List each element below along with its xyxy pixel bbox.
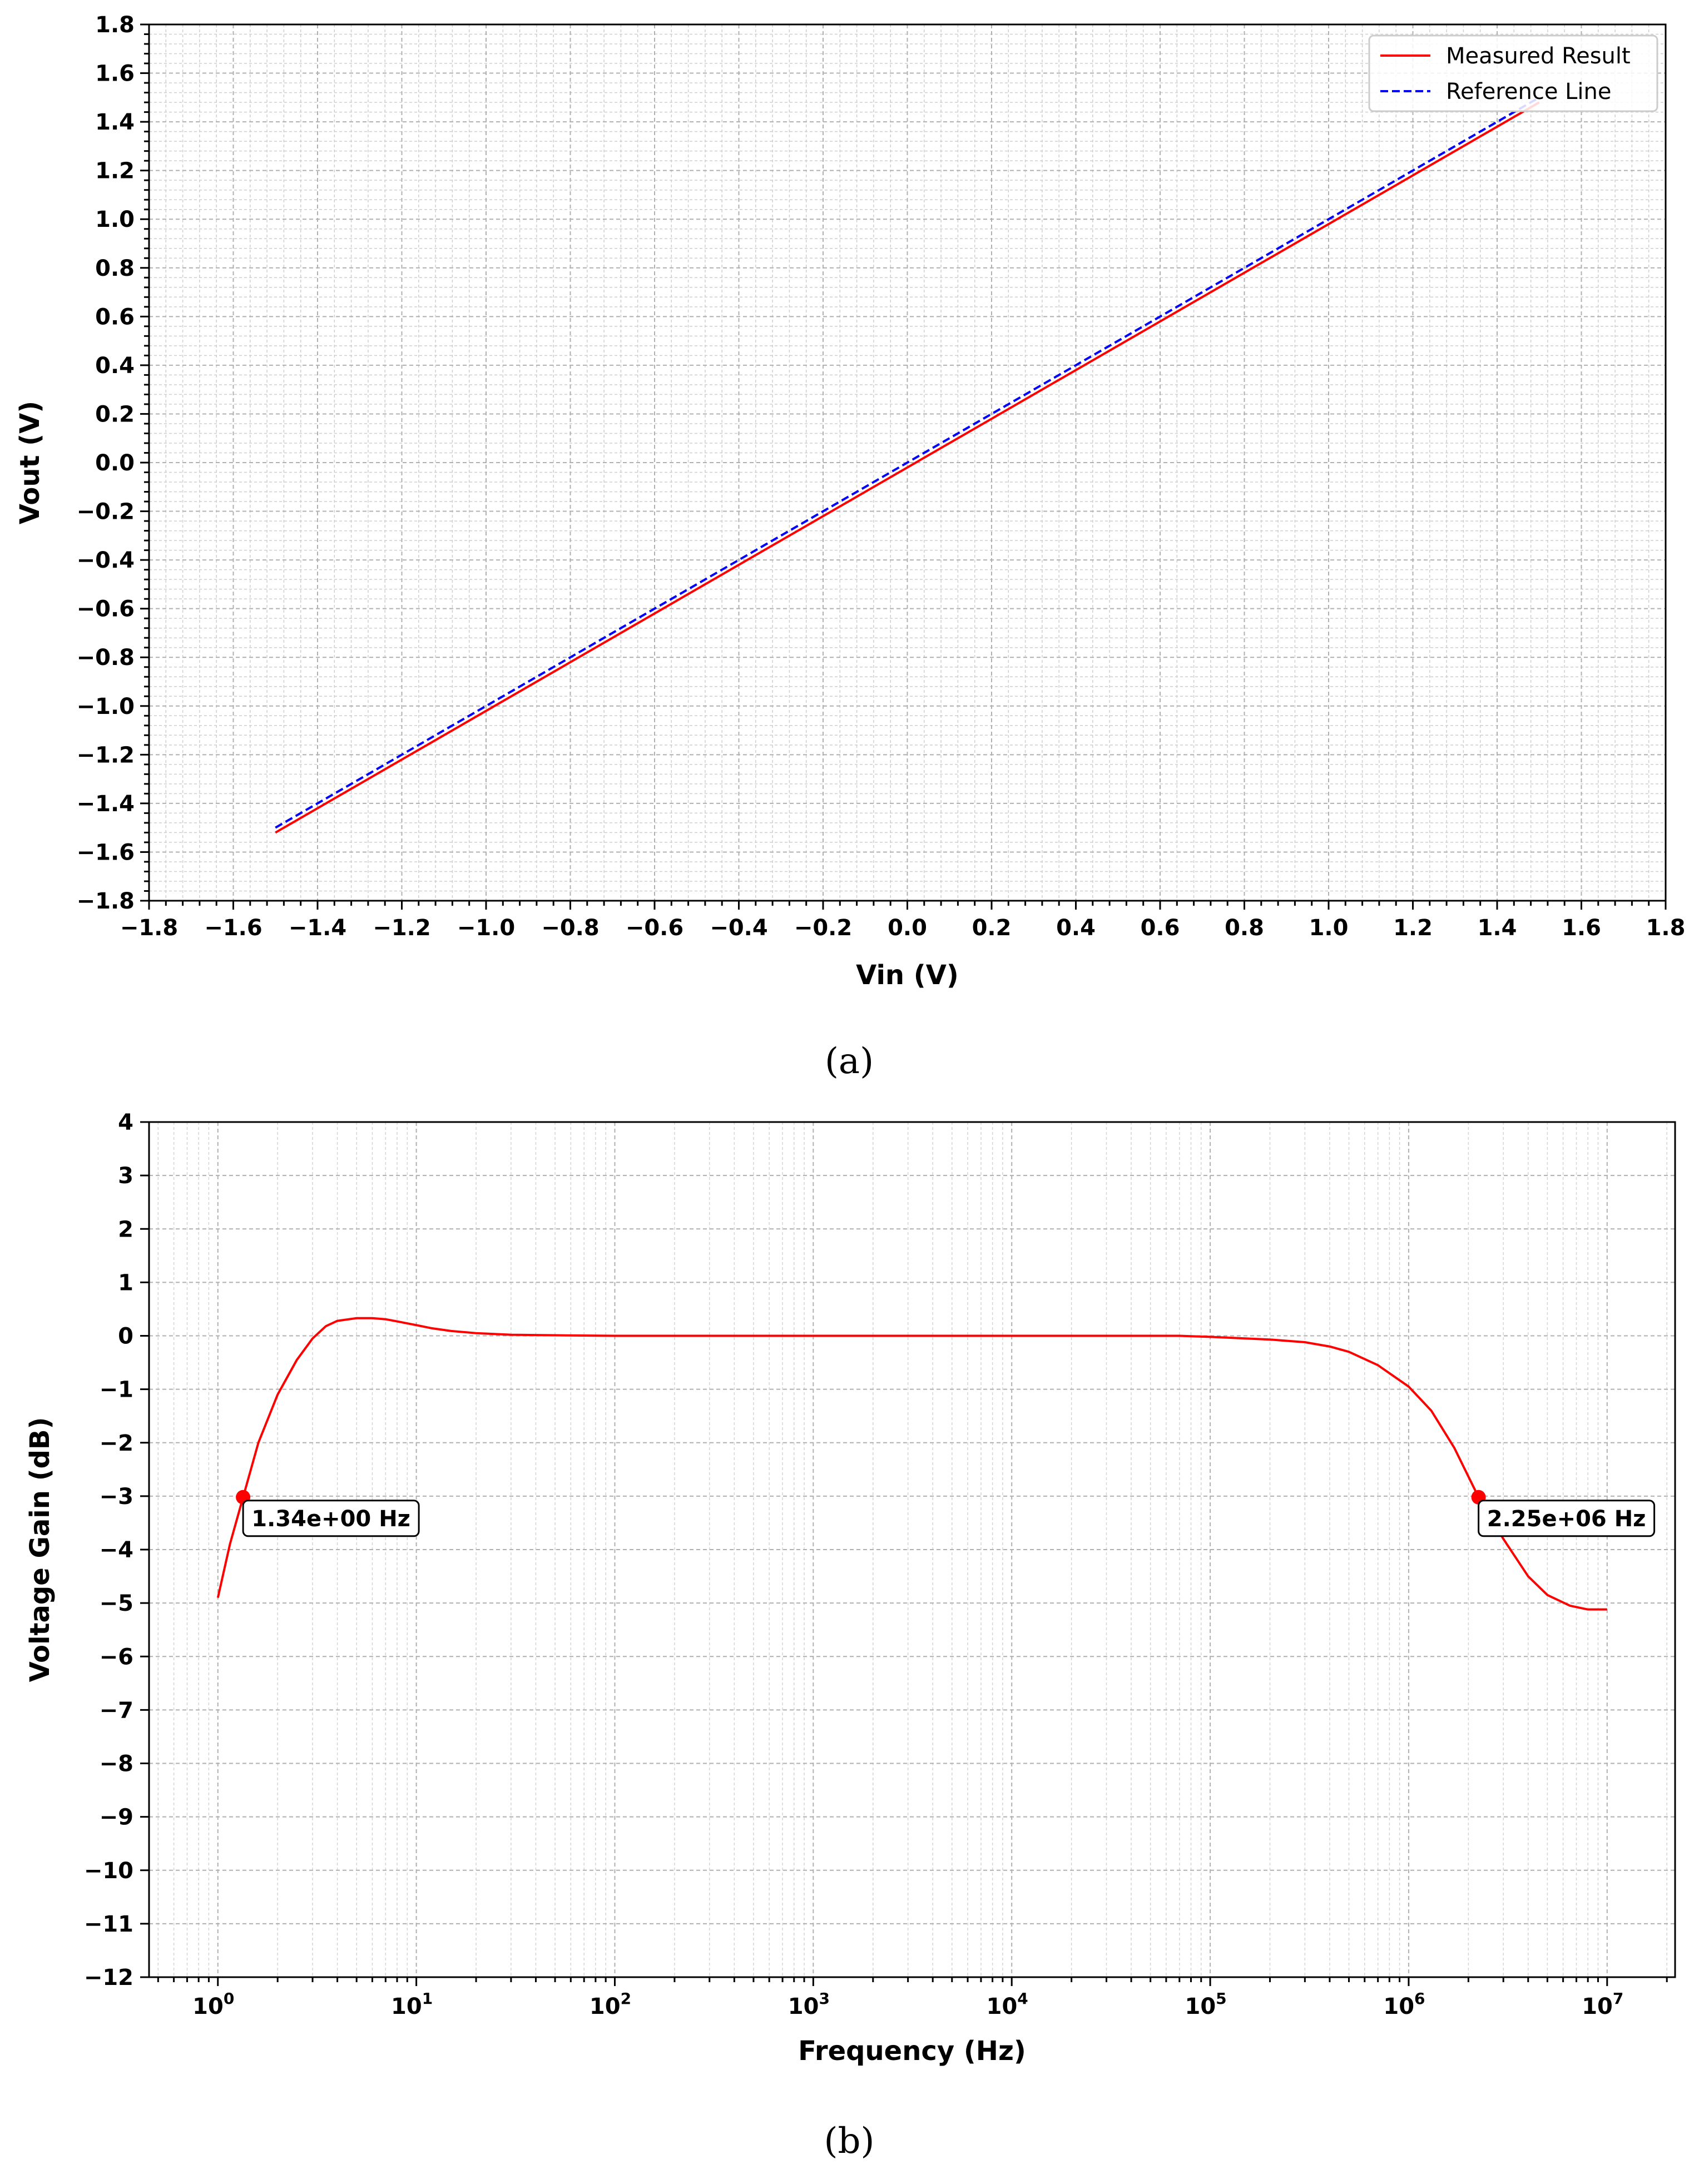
chart-a-y-tick-label: 0.8: [95, 256, 135, 281]
chart-a-y-tick-label: 1.0: [95, 207, 135, 232]
chart-a-series-measured-line: [275, 101, 1540, 834]
chart-a-legend: Measured Result Reference Line: [1368, 34, 1658, 112]
chart-b-y-tick-label: −9: [100, 1805, 133, 1830]
chart-b-y-tick-label: 3: [118, 1163, 133, 1189]
chart-b-x-tick-exponent: 2: [621, 1989, 631, 2008]
chart-b-x-tick-base: 10: [391, 1994, 422, 2019]
chart-b-y-tick-label: −5: [100, 1591, 133, 1616]
chart-b-y-tick-label: 1: [118, 1270, 133, 1295]
chart-a-y-tick-label: −1.2: [77, 742, 135, 768]
chart-b-y-tick-label: −4: [100, 1537, 133, 1563]
chart-b-caption: (b): [824, 2121, 875, 2162]
chart-b-frequency-response: 100 101 102 103 104 105 106 107−12−11−10−9−8−7−…: [24, 1110, 1676, 2162]
chart-b-x-tick-exponent: 6: [1414, 1989, 1425, 2008]
chart-b-y-tick-label: −1: [100, 1377, 133, 1403]
chart-b-x-tick-label: 105: [1185, 1989, 1226, 2019]
chart-b-y-tick-label: −7: [100, 1697, 133, 1723]
chart-a-y-tick-label: −1.0: [77, 694, 135, 719]
chart-a-x-axis-label: Vin (V): [856, 960, 959, 991]
chart-b-x-tick-label: 104: [987, 1989, 1028, 2019]
chart-a-legend-label: Reference Line: [1446, 79, 1612, 105]
chart-b-x-tick-exponent: 1: [422, 1989, 433, 2008]
chart-a-y-tick-label: −0.4: [77, 548, 135, 573]
chart-b-x-tick-exponent: 5: [1216, 1989, 1226, 2008]
chart-a-y-tick-label: 1.8: [95, 12, 135, 38]
chart-a-x-tick-label: −1.0: [457, 915, 515, 941]
chart-a-y-tick-label: −1.6: [77, 840, 135, 865]
chart-b-y-axis-label: Voltage Gain (dB): [24, 1417, 56, 1682]
chart-b-annotation-label: 1.34e+00 Hz: [251, 1506, 410, 1532]
chart-b-y-tick-label: −10: [84, 1858, 133, 1884]
chart-a-x-tick-label: −1.6: [204, 915, 262, 941]
chart-b-x-tick-base: 10: [987, 1994, 1018, 2019]
chart-a-x-tick-label: 0.0: [888, 915, 927, 941]
chart-a-y-tick-label: −0.2: [77, 499, 135, 525]
chart-b-x-tick-base: 10: [788, 1994, 819, 2019]
chart-b-x-tick-base: 10: [192, 1994, 224, 2019]
chart-b-y-tick-label: 0: [118, 1324, 133, 1349]
chart-a-y-tick-label: 1.2: [95, 158, 135, 184]
chart-b-x-tick-base: 10: [1582, 1994, 1613, 2019]
chart-a-x-tick-label: −0.8: [541, 915, 599, 941]
chart-a-y-tick-label: −1.4: [77, 791, 135, 817]
chart-b-x-axis-label: Frequency (Hz): [798, 2036, 1026, 2067]
chart-a-series-reference-line: [275, 96, 1540, 829]
chart-b-annotation-box: [1478, 1500, 1656, 1537]
chart-a-y-tick-label: 0.0: [95, 450, 135, 476]
chart-b-x-tick-label: 102: [590, 1989, 631, 2019]
chart-b-y-tick-label: −8: [100, 1751, 133, 1777]
chart-a-x-tick-label: 1.8: [1646, 915, 1686, 941]
chart-a-caption: (a): [825, 1041, 874, 1082]
chart-b-x-tick-label: 107: [1582, 1989, 1623, 2019]
chart-b-x-tick-base: 10: [590, 1994, 621, 2019]
chart-b-x-tick-base: 10: [1383, 1994, 1414, 2019]
chart-a-x-tick-label: 1.4: [1478, 915, 1517, 941]
chart-a-vin-vout: −1.8 −1.6 −1.4 −1.2 −1.0 −0.8 −0.6 −0.4 −0.2 0.0 0…: [14, 12, 1685, 1082]
chart-b-annotation-label: 2.25e+06 Hz: [1487, 1506, 1646, 1532]
chart-b-y-tick-label: 4: [118, 1110, 133, 1135]
chart-a-x-tick-label: −1.2: [373, 915, 430, 941]
chart-b-x-tick-exponent: 7: [1613, 1989, 1623, 2008]
chart-a-y-tick-label: 0.4: [95, 353, 135, 379]
chart-a-x-tick-label: −0.4: [710, 915, 767, 941]
chart-b-x-tick-label: 103: [788, 1989, 830, 2019]
chart-b-y-tick-label: −3: [100, 1484, 133, 1510]
chart-b-y-tick-label: −12: [84, 1965, 133, 1991]
chart-a-legend-label: Measured Result: [1446, 43, 1631, 69]
chart-a-y-axis-label: Vout (V): [14, 401, 46, 524]
chart-b-annotation-box: [242, 1500, 420, 1537]
chart-a-y-tick-label: 0.2: [95, 401, 135, 427]
chart-a-x-tick-label: −1.8: [120, 915, 178, 941]
chart-b-x-tick-exponent: 4: [1017, 1989, 1028, 2008]
chart-a-y-tick-label: −0.8: [77, 645, 135, 671]
chart-a-x-tick-label: −0.6: [626, 915, 683, 941]
chart-a-x-tick-label: 1.2: [1393, 915, 1433, 941]
chart-a-y-tick-label: 0.6: [95, 304, 135, 330]
chart-b-x-tick-label: 100: [192, 1989, 234, 2019]
chart-b-gain-curve: [216, 1317, 1607, 1611]
chart-a-y-tick-label: 1.4: [95, 110, 135, 135]
chart-b-x-tick-exponent: 0: [224, 1989, 234, 2008]
chart-b-x-tick-label: 106: [1383, 1989, 1425, 2019]
chart-b-x-tick-base: 10: [1185, 1994, 1216, 2019]
chart-a-x-tick-label: 0.2: [972, 915, 1012, 941]
chart-a-y-tick-label: 1.6: [95, 61, 135, 87]
chart-a-x-tick-label: 0.6: [1141, 915, 1180, 941]
chart-b-y-tick-label: 2: [118, 1217, 133, 1242]
chart-a-x-tick-label: −0.2: [794, 915, 852, 941]
chart-a-y-tick-label: −1.8: [77, 889, 135, 914]
chart-a-x-tick-label: 0.8: [1225, 915, 1264, 941]
chart-b-y-tick-label: −11: [84, 1912, 133, 1937]
chart-a-x-tick-label: −1.4: [289, 915, 346, 941]
chart-a-legend-box: [1368, 34, 1658, 112]
chart-b-y-tick-label: −2: [100, 1431, 133, 1456]
chart-b-x-tick-label: 101: [391, 1989, 433, 2019]
chart-a-x-tick-label: 1.0: [1309, 915, 1349, 941]
chart-b-y-tick-label: −6: [100, 1644, 133, 1670]
chart-a-y-tick-label: −0.6: [77, 597, 135, 622]
chart-a-x-tick-label: 0.4: [1056, 915, 1096, 941]
chart-a-x-tick-label: 1.6: [1562, 915, 1601, 941]
chart-b-x-tick-exponent: 3: [819, 1989, 829, 2008]
